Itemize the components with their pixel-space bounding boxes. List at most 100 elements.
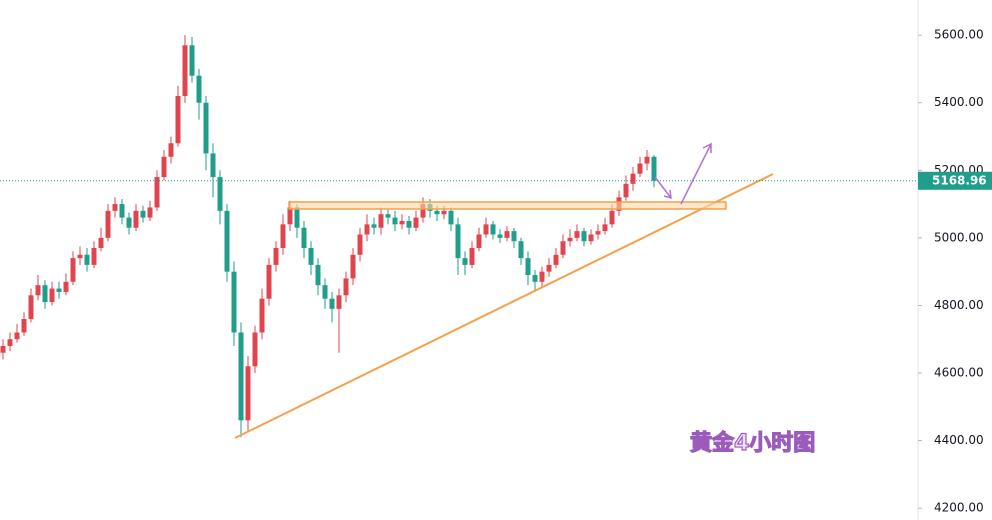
y-tick-label: 5400.00 xyxy=(934,95,984,109)
candle-body xyxy=(14,332,20,340)
candle-body xyxy=(490,224,496,235)
candle-body xyxy=(63,281,69,292)
candle-body xyxy=(609,210,615,225)
candle-body xyxy=(623,183,629,198)
candle-body xyxy=(504,231,510,238)
candle-body xyxy=(77,254,83,259)
candle-body xyxy=(245,366,251,421)
candle-body xyxy=(119,204,125,218)
candle-body xyxy=(105,210,111,238)
candle-body xyxy=(28,295,34,319)
candle-body xyxy=(273,248,279,265)
candle-body xyxy=(0,345,6,353)
candle-body xyxy=(560,241,566,255)
candle-body xyxy=(399,220,405,225)
annotation: 黄金4小时图 xyxy=(690,430,815,456)
candle-body xyxy=(413,217,419,228)
candle-body xyxy=(168,143,174,157)
candle-body xyxy=(448,210,454,225)
candle-body xyxy=(483,224,489,235)
arrow-up xyxy=(680,142,712,205)
candle-body xyxy=(637,163,643,174)
candle-body xyxy=(203,102,209,154)
candle-body xyxy=(42,285,48,303)
candle-body xyxy=(252,332,258,367)
candle-body xyxy=(280,224,286,249)
candle-body xyxy=(294,207,300,228)
candle-body xyxy=(462,258,468,265)
candle-body xyxy=(539,271,545,282)
candle-body xyxy=(441,210,447,215)
candle-body xyxy=(476,234,482,249)
candle-body xyxy=(301,227,307,249)
candle-body xyxy=(574,231,580,238)
candle-body xyxy=(497,234,503,238)
candle-body xyxy=(126,217,132,228)
candle-body xyxy=(56,288,62,292)
candle-body xyxy=(161,156,167,178)
candle-body xyxy=(588,234,594,242)
candle-body xyxy=(553,254,559,265)
candle-body xyxy=(182,45,188,96)
trend-line xyxy=(234,173,774,439)
candle-body xyxy=(406,220,412,228)
candle-body xyxy=(455,224,461,259)
candle-body xyxy=(175,95,181,144)
candle-body xyxy=(357,234,363,255)
candle-body xyxy=(287,207,293,225)
y-tick-label: 4200.00 xyxy=(934,501,984,515)
candle-body xyxy=(385,214,391,218)
candle-body xyxy=(308,248,314,265)
arrow-down xyxy=(654,176,672,200)
candle-body xyxy=(630,173,636,184)
candle-body xyxy=(266,264,272,299)
candle-body xyxy=(511,231,517,242)
y-tick-label: 4400.00 xyxy=(934,433,984,447)
y-tick-label: 4800.00 xyxy=(934,298,984,312)
candle-body xyxy=(49,288,55,303)
candle-body xyxy=(364,224,370,235)
candle-body xyxy=(546,264,552,272)
y-tick-label: 4600.00 xyxy=(934,366,984,380)
candle-body xyxy=(581,231,587,242)
candle-body xyxy=(378,214,384,228)
candle-body xyxy=(210,153,216,178)
candle-body xyxy=(350,254,356,279)
candle-body xyxy=(644,156,650,164)
candle-body xyxy=(217,177,223,211)
candle-body xyxy=(434,210,440,215)
candle-body xyxy=(91,248,97,265)
candle-body xyxy=(98,237,104,249)
resistance-zone xyxy=(288,201,727,210)
candle-body xyxy=(231,271,237,333)
candle-body xyxy=(329,298,335,309)
candle-body xyxy=(532,275,538,282)
candle-body xyxy=(35,285,41,296)
candle-body xyxy=(84,254,90,265)
candle-body xyxy=(420,204,426,218)
candle-body xyxy=(259,298,265,333)
candle-body xyxy=(336,295,342,309)
candle-body xyxy=(602,224,608,232)
candle-body xyxy=(189,45,195,76)
candle-body xyxy=(392,217,398,225)
y-tick-label: 5000.00 xyxy=(934,230,984,244)
candle-body xyxy=(651,156,657,181)
last-price-label: 5168.96 xyxy=(932,173,987,187)
candle-body xyxy=(238,332,244,421)
candle-body xyxy=(315,264,321,286)
candle-body xyxy=(196,75,202,103)
candle-body xyxy=(112,204,118,211)
candle-body xyxy=(133,210,139,228)
candle-body xyxy=(525,258,531,276)
y-tick-label: 5600.00 xyxy=(934,28,984,42)
candle-body xyxy=(147,207,153,218)
candle-body xyxy=(140,210,146,218)
candle-body xyxy=(343,278,349,296)
candle-body xyxy=(567,237,573,242)
candle-body xyxy=(7,339,13,346)
candle-body xyxy=(518,241,524,259)
candle-body xyxy=(322,285,328,299)
candle-body xyxy=(21,318,27,333)
last-price-box xyxy=(918,171,992,190)
